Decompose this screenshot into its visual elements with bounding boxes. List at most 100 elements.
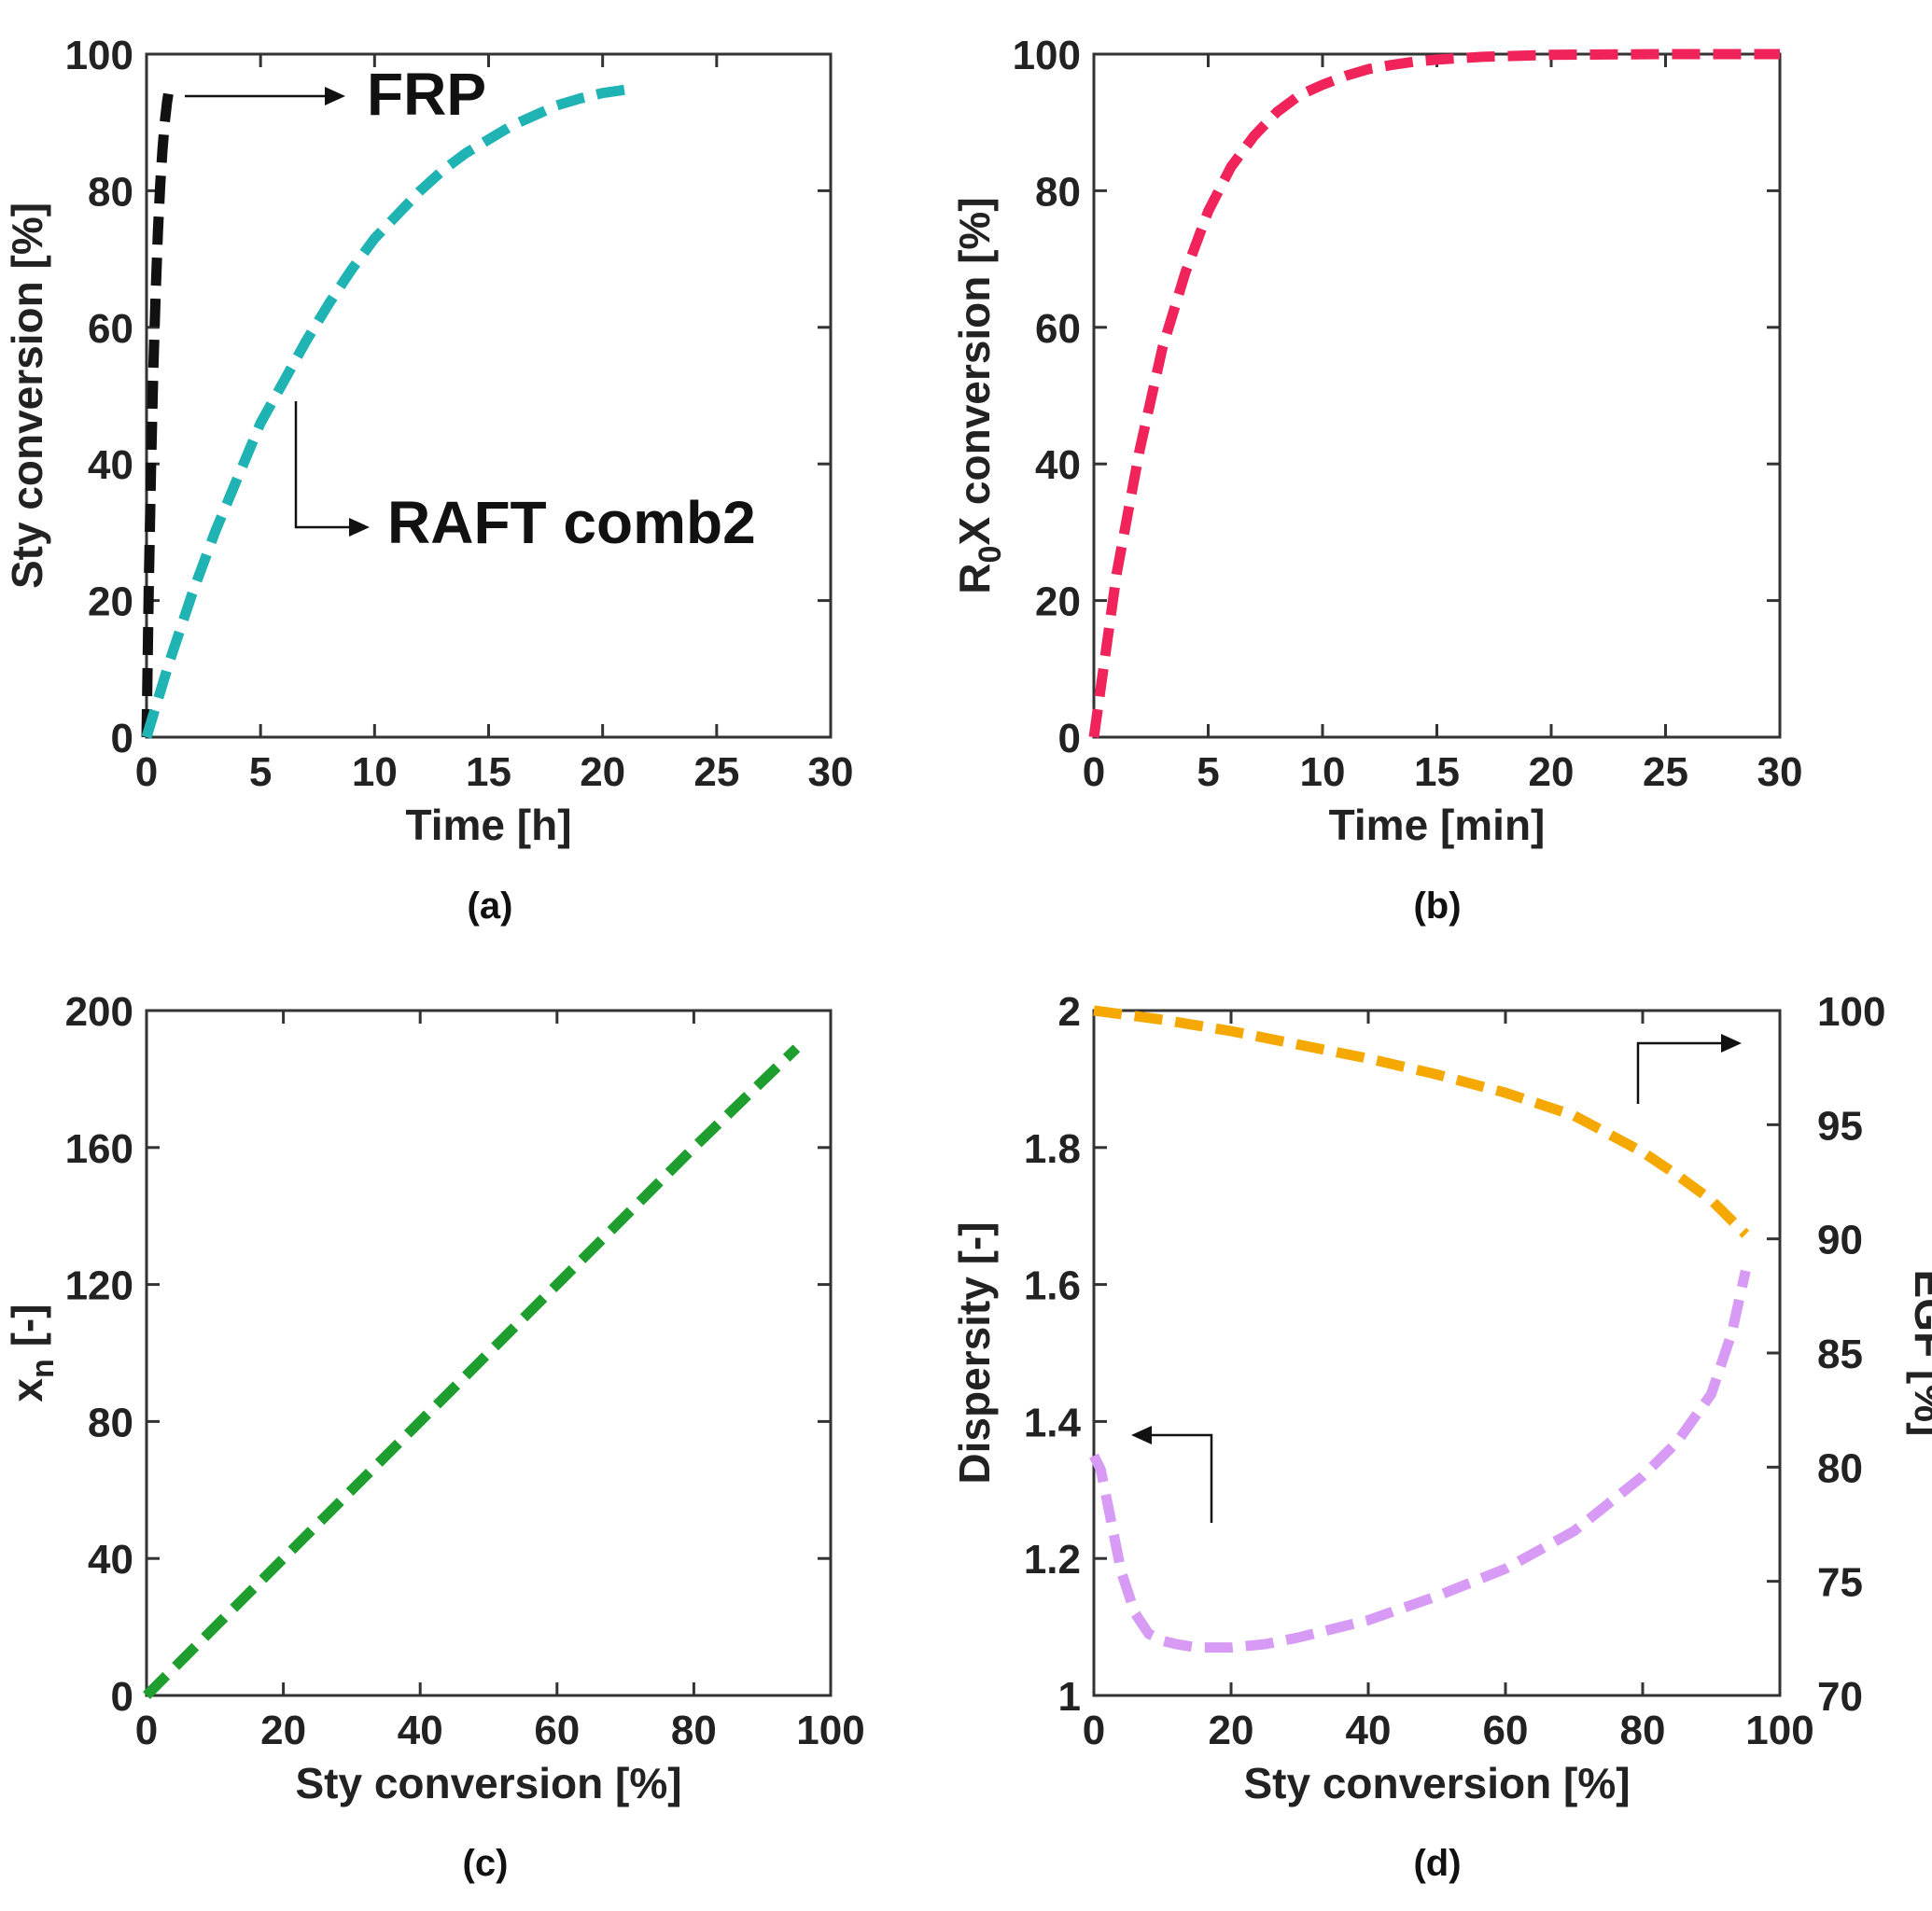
x-tick-label: 25: [1643, 749, 1688, 795]
y-axis-label: R0X conversion [%]: [950, 197, 1008, 593]
y-right-tick-label: 70: [1817, 1674, 1863, 1720]
y-tick-label: 80: [1035, 169, 1081, 215]
y-axis-label-part: X conversion [%]: [950, 197, 999, 545]
y-tick-label: 200: [65, 989, 133, 1035]
egf-arrow-head: [1721, 1034, 1742, 1053]
y-axis-label: Sty conversion [%]: [3, 202, 51, 589]
y-tick-label: 80: [88, 169, 133, 215]
series-line-raft-comb2: [141, 83, 637, 739]
y-tick-label: 60: [1035, 306, 1081, 352]
x-tick-label: 60: [1483, 1708, 1529, 1753]
y-tick-label: 2: [1058, 989, 1081, 1035]
y-tick-label: 1: [1058, 1674, 1081, 1720]
x-tick-label: 20: [260, 1708, 306, 1753]
x-tick-label: 5: [249, 749, 272, 795]
x-tick-label: 20: [1209, 1708, 1254, 1753]
y-tick-label: 100: [1013, 33, 1081, 78]
y-right-tick-label: 95: [1817, 1103, 1863, 1149]
x-tick-label: 30: [808, 749, 854, 795]
y-axis-label-part: R: [950, 563, 999, 593]
y-tick-label: 40: [1035, 442, 1081, 488]
x-tick-label: 10: [352, 749, 398, 795]
x-tick-label: 15: [1414, 749, 1460, 795]
series-line-r0x: [1088, 49, 1780, 738]
y-tick-label: 120: [65, 1263, 133, 1309]
y-axis-label-subscript: 0: [973, 546, 1008, 564]
y-axis-label: Dispersity [-]: [950, 1221, 999, 1484]
x-tick-label: 60: [534, 1708, 580, 1753]
series-line-frp: [141, 87, 175, 738]
series-line-egf: [1093, 1005, 1750, 1238]
x-tick-label: 30: [1757, 749, 1803, 795]
panel-caption: (c): [463, 1843, 509, 1884]
series-line-xn: [143, 1044, 801, 1699]
y-tick-label: 1.2: [1024, 1537, 1081, 1583]
y-tick-label: 20: [1035, 579, 1081, 625]
y-tick-label: 0: [111, 1674, 133, 1720]
frp-arrow-head: [325, 87, 345, 105]
y-tick-label: 20: [88, 579, 133, 625]
plot-frame: [1092, 1009, 1782, 1697]
y-tick-label: 40: [88, 442, 133, 488]
panel-a: 0 5 10 15 20 25 30 0 20 40 60 80 100 Time [h] Sty conv…: [3, 33, 853, 927]
y-tick-label: 0: [1058, 716, 1081, 761]
y-tick-label: 1.6: [1024, 1263, 1081, 1309]
x-axis-label: Sty conversion [%]: [1243, 1759, 1630, 1807]
y-right-tick-label: 90: [1817, 1218, 1863, 1263]
x-tick-label: 0: [1083, 1708, 1105, 1753]
x-tick-label: 80: [671, 1708, 717, 1753]
x-tick-label: 0: [135, 749, 158, 795]
x-axis-label: Time [min]: [1329, 801, 1546, 849]
x-tick-label: 40: [398, 1708, 443, 1753]
y-right-tick-label: 75: [1817, 1560, 1863, 1606]
x-tick-label: 0: [1083, 749, 1105, 795]
x-tick-label: 10: [1300, 749, 1346, 795]
raft-arrow-head: [349, 518, 370, 537]
y-tick-label: 60: [88, 306, 133, 352]
panel-c: 0 20 40 60 80 100 0 40 80 120 160 200 Sty conversion…: [3, 989, 865, 1884]
y-axis-label-part: [-]: [3, 1304, 51, 1359]
dispersity-arrow-head: [1131, 1426, 1152, 1444]
raft-annotation: RAFT comb2: [387, 489, 756, 556]
y-tick-label: 80: [88, 1400, 133, 1445]
x-tick-label: 80: [1620, 1708, 1666, 1753]
series-line-dispersity: [1089, 1269, 1751, 1653]
y-tick-label: 100: [65, 33, 133, 78]
y-axis-label: xn [-]: [3, 1304, 61, 1402]
y-right-tick-label: 80: [1817, 1445, 1863, 1491]
plot-frame: [145, 1009, 833, 1697]
y-axis-label-part: x: [3, 1378, 51, 1402]
y-tick-label: 40: [88, 1537, 133, 1583]
raft-arrow-line: [294, 401, 359, 529]
egf-arrow-line: [1636, 1041, 1727, 1104]
plot-frame: [145, 52, 833, 739]
x-tick-label: 0: [135, 1708, 158, 1753]
x-axis-label: Time [h]: [405, 801, 571, 849]
x-tick-label: 20: [1529, 749, 1575, 795]
x-axis-label: Sty conversion [%]: [295, 1759, 681, 1807]
panel-caption: (b): [1413, 886, 1461, 927]
x-tick-label: 25: [693, 749, 739, 795]
panel-caption: (d): [1413, 1843, 1461, 1884]
x-tick-label: 5: [1197, 749, 1219, 795]
y-tick-label: 160: [65, 1126, 133, 1172]
x-tick-label: 15: [466, 749, 511, 795]
x-tick-label: 20: [580, 749, 625, 795]
y-right-tick-label: 100: [1817, 989, 1885, 1035]
frp-annotation: FRP: [367, 61, 486, 128]
x-tick-label: 40: [1346, 1708, 1392, 1753]
dispersity-arrow-line: [1146, 1433, 1213, 1523]
y-tick-label: 0: [111, 716, 133, 761]
x-tick-label: 100: [1745, 1708, 1813, 1753]
panel-d: 0 20 40 60 80 100 1 1.2 1.4 1.6 1.8 2 70 75 80 85 90 95 10…: [950, 989, 1932, 1884]
panel-caption: (a): [468, 886, 513, 927]
y-tick-label: 1.8: [1024, 1126, 1081, 1172]
y-tick-label: 1.4: [1024, 1400, 1082, 1445]
y-right-tick-label: 85: [1817, 1332, 1863, 1377]
y-right-axis-label: EGF [%]: [1906, 1270, 1932, 1437]
plot-frame: [1092, 52, 1782, 739]
y-axis-label-subscript: n: [25, 1359, 61, 1378]
x-tick-label: 100: [796, 1708, 864, 1753]
